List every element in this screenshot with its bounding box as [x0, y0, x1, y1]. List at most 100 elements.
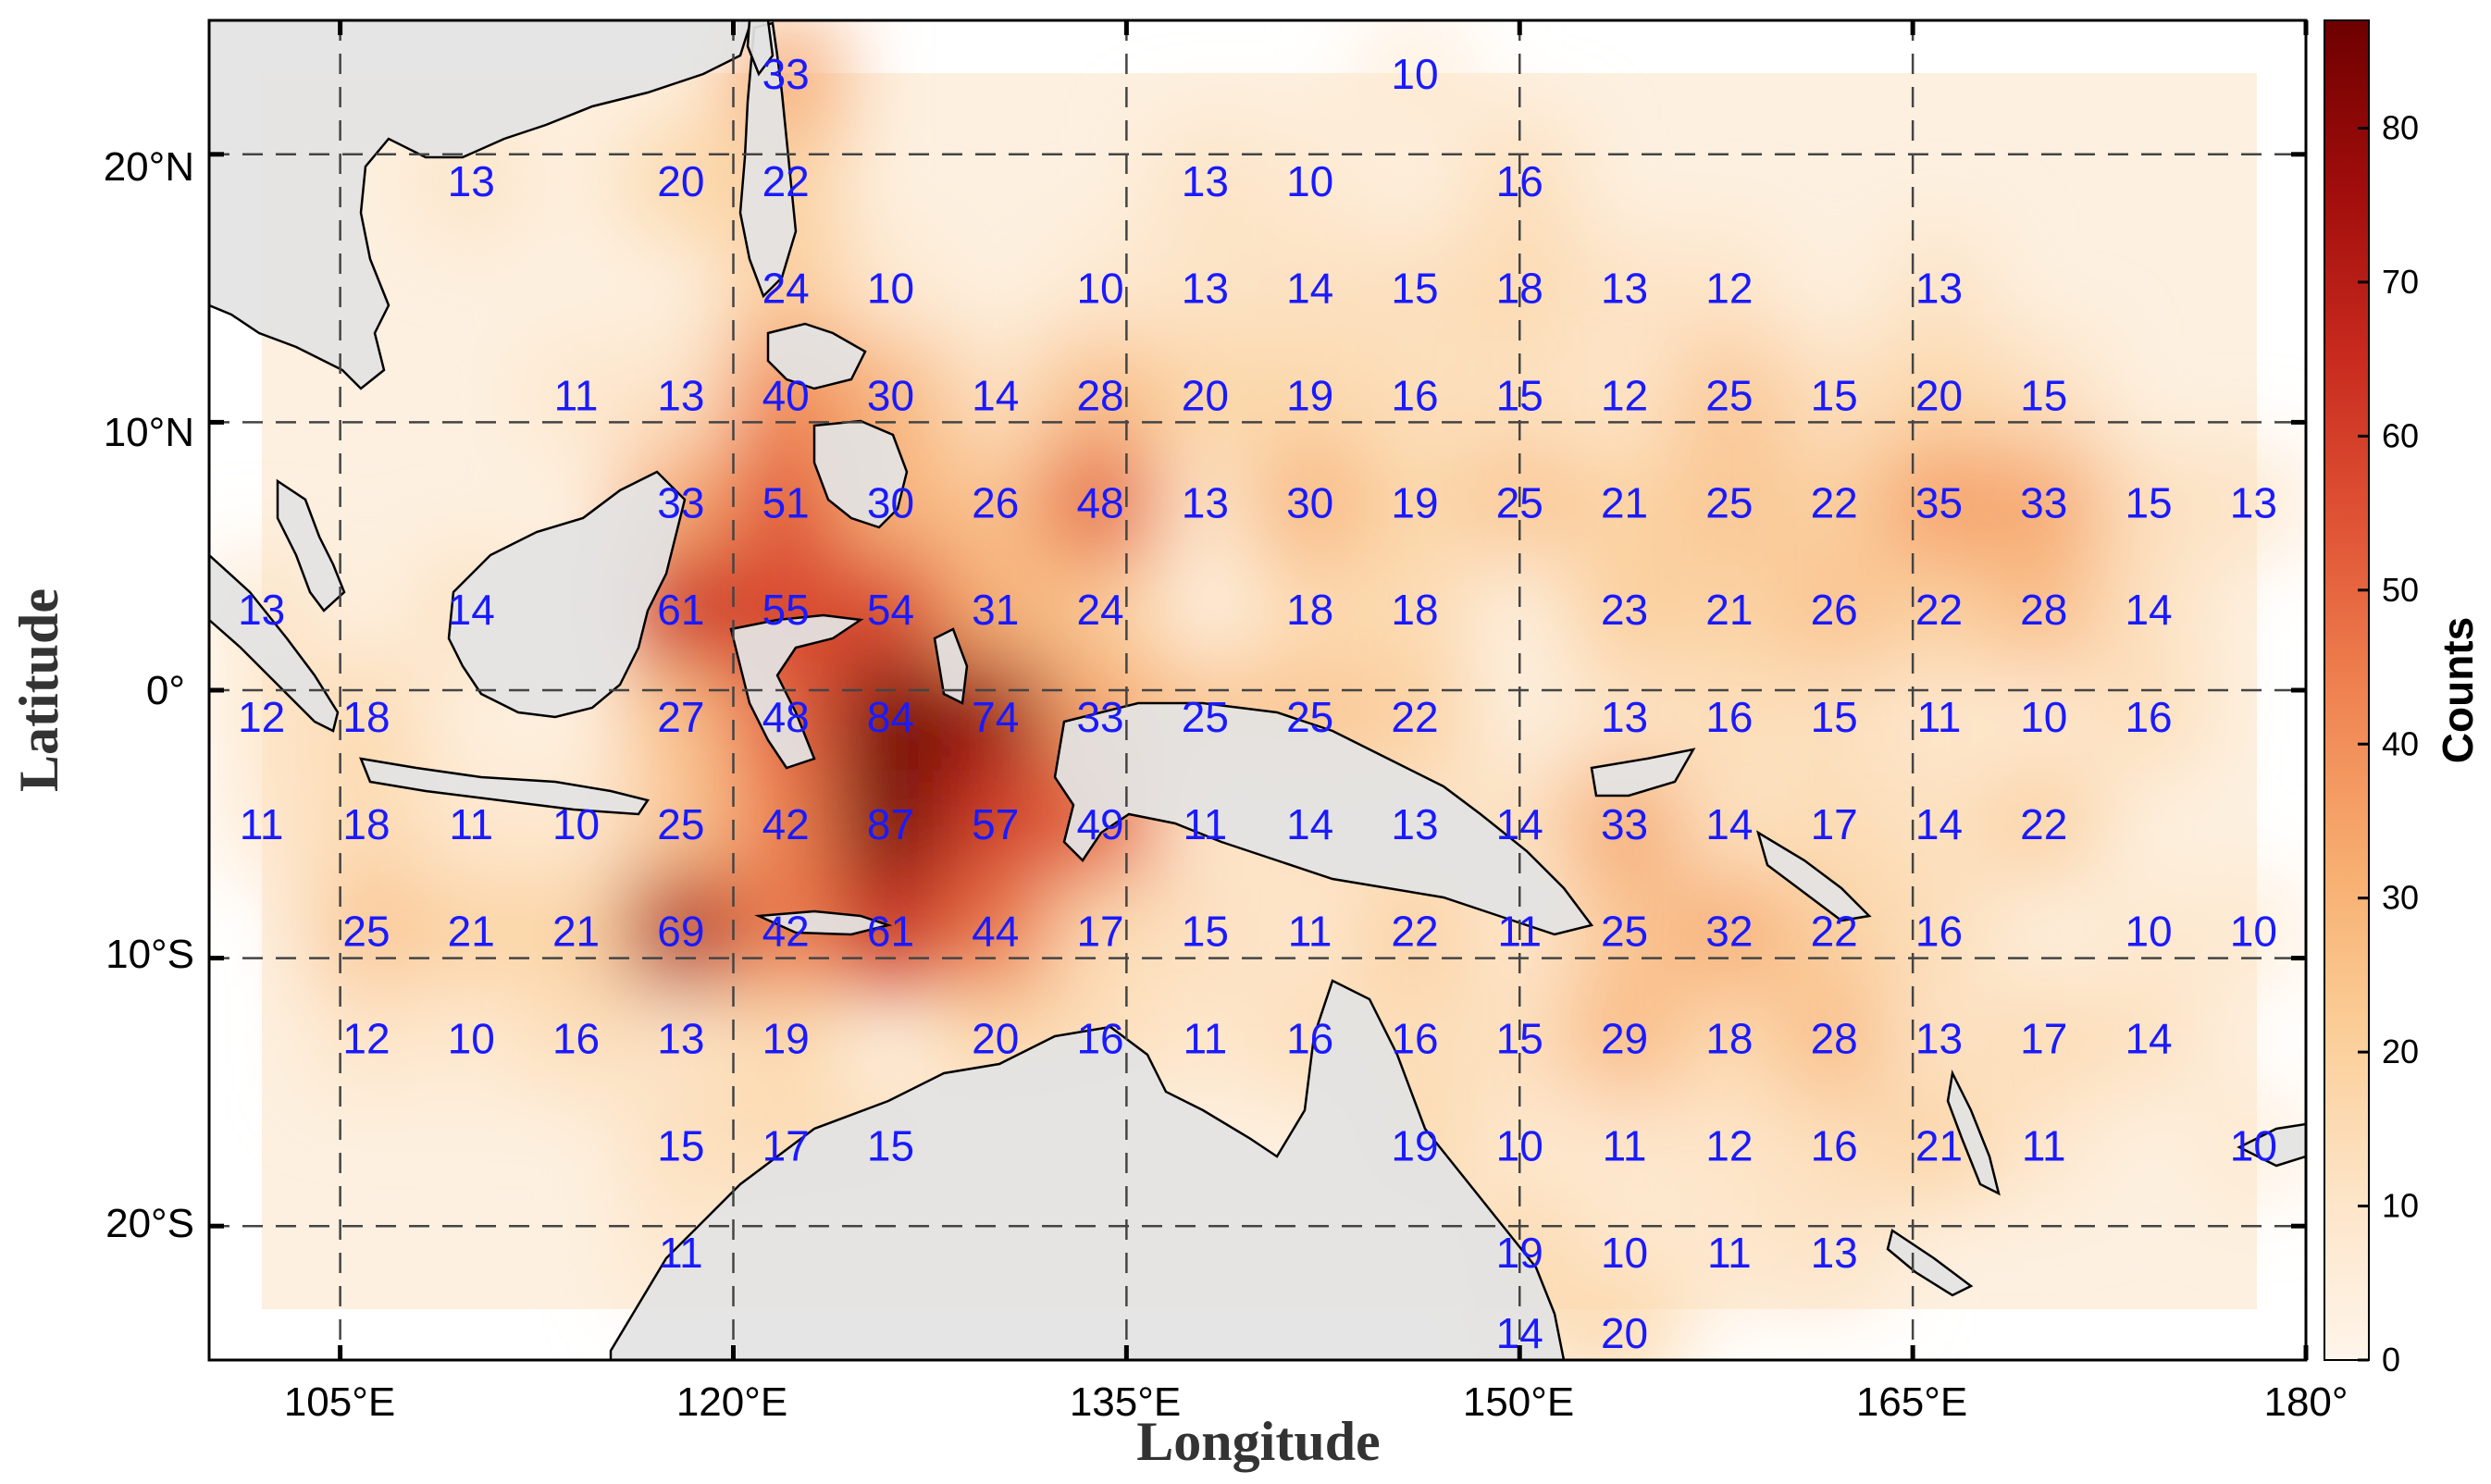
land-vanuatu — [1946, 1070, 2001, 1196]
heat-cell — [1781, 984, 1887, 1093]
heat-cell — [1571, 1092, 1678, 1200]
heat-cell — [837, 770, 944, 878]
heat-cell — [1677, 770, 1782, 878]
count-label: 25 — [1705, 478, 1753, 526]
count-label: 33 — [1076, 693, 1123, 741]
y-axis-title: Latitude — [8, 588, 69, 792]
heat-cell — [1362, 234, 1468, 342]
heat-cell — [1781, 556, 1887, 664]
count-label: 10 — [1286, 157, 1333, 205]
count-label: 10 — [1601, 1229, 1648, 1277]
count-label: 20 — [1915, 371, 1963, 419]
count-label: 13 — [1182, 478, 1229, 526]
heat-cell — [943, 341, 1048, 450]
count-label: 16 — [1811, 1121, 1858, 1169]
land-luzon — [738, 21, 798, 299]
count-label: 21 — [448, 908, 495, 956]
heat-cell — [1152, 984, 1258, 1093]
count-label: 15 — [1811, 693, 1858, 741]
count-label: 10 — [1496, 1121, 1543, 1169]
colorbar-tick-label: 20 — [2382, 1033, 2419, 1070]
count-label: 20 — [972, 1014, 1019, 1062]
heat-cell — [314, 770, 419, 878]
count-label: 13 — [1915, 265, 1963, 313]
land-taiwan — [746, 20, 775, 77]
heat-cell — [628, 1092, 734, 1200]
count-label: 18 — [342, 693, 390, 741]
heat-cell — [1677, 663, 1782, 771]
count-label: 57 — [972, 800, 1019, 848]
count-label: 22 — [1391, 693, 1438, 741]
count-label: 22 — [1811, 478, 1858, 526]
land-fiji — [2237, 1122, 2306, 1168]
heat-cell — [523, 341, 629, 450]
x-axis-title: Longitude — [1136, 1411, 1380, 1472]
heat-cell — [1886, 341, 1992, 450]
heat-cell — [1677, 556, 1782, 664]
count-label: 10 — [552, 800, 600, 848]
heat-cell — [523, 877, 629, 985]
heat-cell — [1886, 984, 1992, 1093]
heat-cell — [733, 770, 838, 878]
heat-cell — [1886, 449, 1992, 557]
heat-cell — [2096, 663, 2201, 771]
land-new-britain — [1590, 748, 1696, 798]
colorbar-tick-label: 60 — [2382, 416, 2419, 454]
count-label: 25 — [1705, 371, 1753, 419]
count-label: 18 — [1286, 586, 1333, 634]
count-label: 20 — [657, 157, 704, 205]
count-label: 18 — [1705, 1014, 1753, 1062]
heat-cell — [1781, 1199, 1887, 1307]
heat-cell — [1362, 449, 1468, 557]
count-label: 25 — [342, 908, 390, 956]
heat-cell — [2200, 449, 2306, 557]
count-label: 14 — [1705, 800, 1753, 848]
count-label: 12 — [1601, 371, 1648, 419]
land-new-guinea — [1053, 701, 1594, 936]
heat-cell — [1991, 770, 2097, 878]
heat-cell — [1677, 1092, 1782, 1200]
count-label: 25 — [1182, 693, 1229, 741]
count-label: 28 — [2020, 586, 2067, 634]
heat-cell — [1677, 449, 1782, 557]
count-label: 42 — [762, 908, 810, 956]
count-label: 13 — [657, 371, 704, 419]
land-sulawesi — [729, 613, 864, 770]
count-label: 25 — [1286, 693, 1333, 741]
heat-cell — [1571, 449, 1678, 557]
land-visayas-islands — [766, 322, 867, 390]
heat-cell — [1047, 234, 1153, 342]
count-label: 11 — [554, 371, 599, 419]
heat-cell — [314, 984, 419, 1093]
count-label: 11 — [2022, 1121, 2066, 1169]
count-label: 17 — [1811, 800, 1858, 848]
heat-cell — [1047, 556, 1153, 664]
heat-cell — [1258, 877, 1363, 985]
heat-cell — [1991, 1092, 2097, 1200]
heat-cell — [2200, 877, 2306, 985]
count-label: 25 — [1601, 908, 1648, 956]
count-label: 74 — [972, 693, 1019, 741]
count-label: 27 — [657, 693, 704, 741]
heat-cell — [1886, 770, 1992, 878]
count-label: 13 — [1601, 693, 1648, 741]
heat-cell — [1677, 877, 1782, 985]
heat-cell — [1991, 663, 2097, 771]
colorbar-title: Counts — [2434, 617, 2482, 763]
lon-tick-150: 150°E — [1463, 1379, 1574, 1425]
count-label: 18 — [342, 800, 390, 848]
count-label: 19 — [1496, 1229, 1543, 1277]
land-masses — [209, 20, 2306, 1360]
count-label: 19 — [1391, 478, 1438, 526]
colorbar-tick-label: 30 — [2382, 879, 2419, 917]
heat-cell — [2096, 556, 2201, 664]
lon-tick-105: 105°E — [284, 1379, 395, 1425]
count-label: 15 — [2125, 478, 2172, 526]
count-label: 54 — [867, 586, 914, 634]
count-label: 16 — [1391, 1014, 1438, 1062]
count-label: 17 — [762, 1121, 810, 1169]
heat-cell — [1781, 663, 1887, 771]
count-label: 14 — [2125, 1014, 2172, 1062]
count-label: 13 — [1182, 157, 1229, 205]
count-label: 15 — [1391, 265, 1438, 313]
